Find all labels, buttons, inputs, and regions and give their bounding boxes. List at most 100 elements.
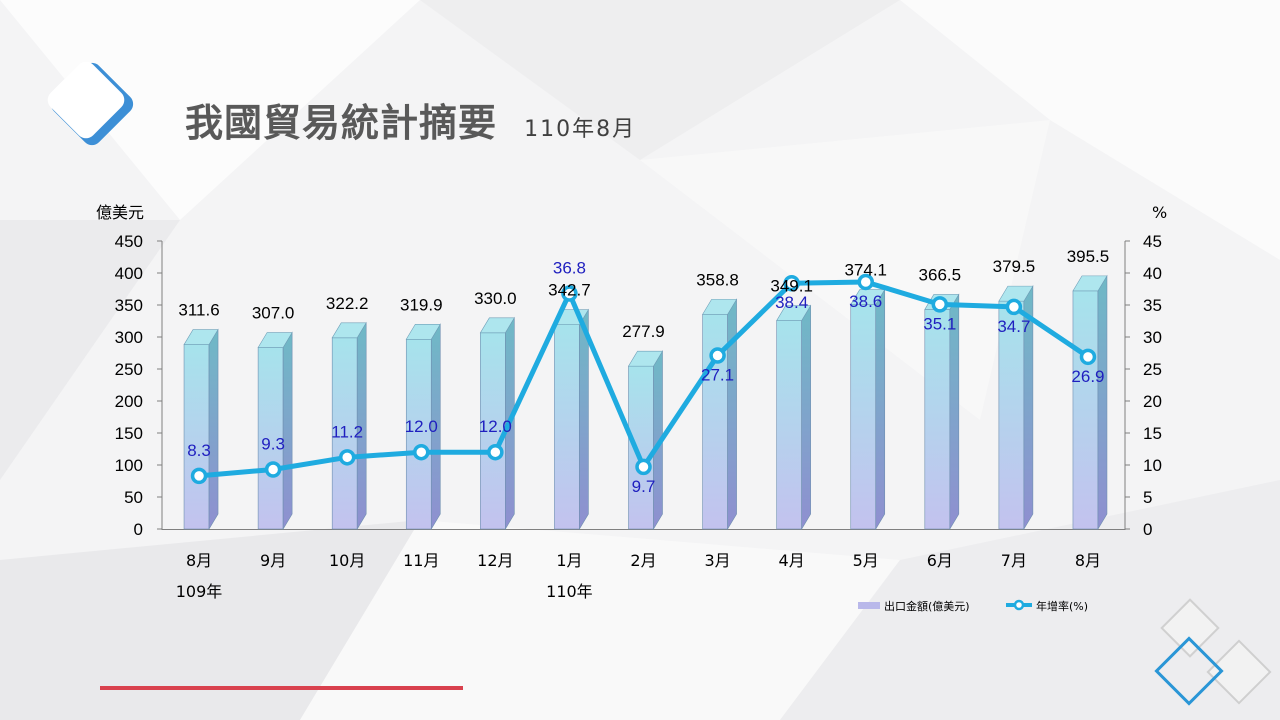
bar-front [257,347,284,530]
bar-side [1097,274,1108,531]
bar [257,331,293,531]
bar-side [579,308,589,531]
legend-line-marker [1013,599,1025,611]
x-tick-label: 8月 [186,551,212,570]
x-tick-label: 6月 [927,551,953,570]
bar-side [727,298,737,531]
bar-value-label: 342.7 [548,281,591,300]
y-right-tick-label: 25 [1143,360,1162,379]
y-left-tick-label: 400 [115,264,143,283]
bar [850,288,886,531]
y-left-tick-label: 50 [124,488,143,507]
growth-point [264,461,282,478]
x-tick-label: 7月 [1001,551,1027,570]
bar-front [850,304,877,530]
bar [331,321,367,531]
x-tick-label: 8月 [1075,551,1101,570]
y-left-tick-label: 300 [115,328,143,347]
growth-point [931,296,949,313]
x-tick-label: 10月 [329,551,365,570]
x-tick-label: 4月 [779,551,805,570]
growth-point [1005,298,1023,316]
growth-point [338,449,356,466]
bar-top [1072,275,1108,292]
growth-point [709,347,726,364]
growth-value-label: 9.7 [632,477,656,496]
accent-divider [100,686,463,690]
growth-point [857,273,874,291]
y-left-tick-label: 0 [134,520,143,539]
bar-side [282,331,293,531]
y-left-tick-label: 150 [115,424,143,443]
growth-value-label: 9.3 [261,434,285,453]
y-right-tick-label: 10 [1143,456,1162,475]
growth-value-label: 36.8 [553,258,586,277]
bar-side [875,288,886,531]
bar-value-label: 395.5 [1067,247,1110,266]
legend: 出口金額(億美元) 年增率(%) [858,599,1088,613]
bar-top [183,329,219,345]
growth-point [561,285,578,302]
bar-top [479,317,515,334]
bar-front [554,324,580,530]
y-left-axis-title: 億美元 [96,203,144,222]
growth-point [783,274,800,292]
growth-value-label: 38.4 [775,293,808,312]
bar-front [998,300,1025,530]
y-right-axis-title: % [1152,203,1167,222]
y-left-tick-label: 200 [115,392,143,411]
growth-value-label: 11.2 [331,422,363,441]
growth-value-label: 34.7 [997,317,1030,336]
bar [1072,274,1108,531]
bar-value-label: 379.5 [993,257,1036,276]
y-right-tick-label: 30 [1143,328,1162,347]
corner-diamonds [1154,598,1272,706]
line-series [190,273,1097,485]
x-tick-label: 5月 [853,551,879,570]
growth-value-label: 26.9 [1071,367,1104,386]
bar-value-label: 277.9 [622,322,665,341]
bar [776,304,812,531]
y-right-tick-label: 0 [1143,520,1152,539]
bar-value-label: 366.5 [919,265,962,284]
growth-point [190,467,208,485]
growth-value-label: 35.1 [923,314,956,333]
growth-value-label: 27.1 [701,366,734,385]
bar-value-label: 322.2 [326,294,369,313]
growth-value-label: 12.0 [405,417,438,436]
x-tick-label: 2月 [630,551,656,570]
x-tick-label: 11月 [403,551,439,570]
bar-front [480,332,506,530]
growth-value-label: 12.0 [479,417,512,436]
bar-side [801,304,811,531]
bar [702,298,738,531]
y-right-tick-label: 45 [1143,232,1162,251]
legend-line-label: 年增率(%) [1036,599,1088,613]
title-area: 我國貿易統計摘要 110年8月 [185,92,636,147]
growth-value-label: 38.6 [849,292,882,311]
growth-point [413,443,430,461]
bar-side [208,328,219,531]
y-left-tick-label: 350 [115,296,143,315]
bar-top [257,332,293,348]
y-right-tick-label: 35 [1143,296,1162,315]
year-label: 110年 [546,582,593,601]
bar [183,328,219,531]
bar [998,285,1034,531]
bar-front [776,320,802,530]
growth-point [1079,348,1097,366]
page-subtitle: 110年8月 [524,117,637,142]
x-tick-label: 3月 [704,551,730,570]
y-right-tick-label: 20 [1143,392,1162,411]
bar-value-label: 307.0 [252,304,295,323]
bar-front [1072,290,1099,530]
bar-front [628,365,654,530]
bar-top [776,305,812,321]
data-labels: 311.6 307.0 322.2 319.9 330.0 342.7 277.9 358.8… [178,247,1109,496]
bar [405,323,441,531]
x-tick-label: 1月 [556,551,582,570]
bar-top [405,323,441,340]
y-left-tick-label: 450 [115,232,143,251]
